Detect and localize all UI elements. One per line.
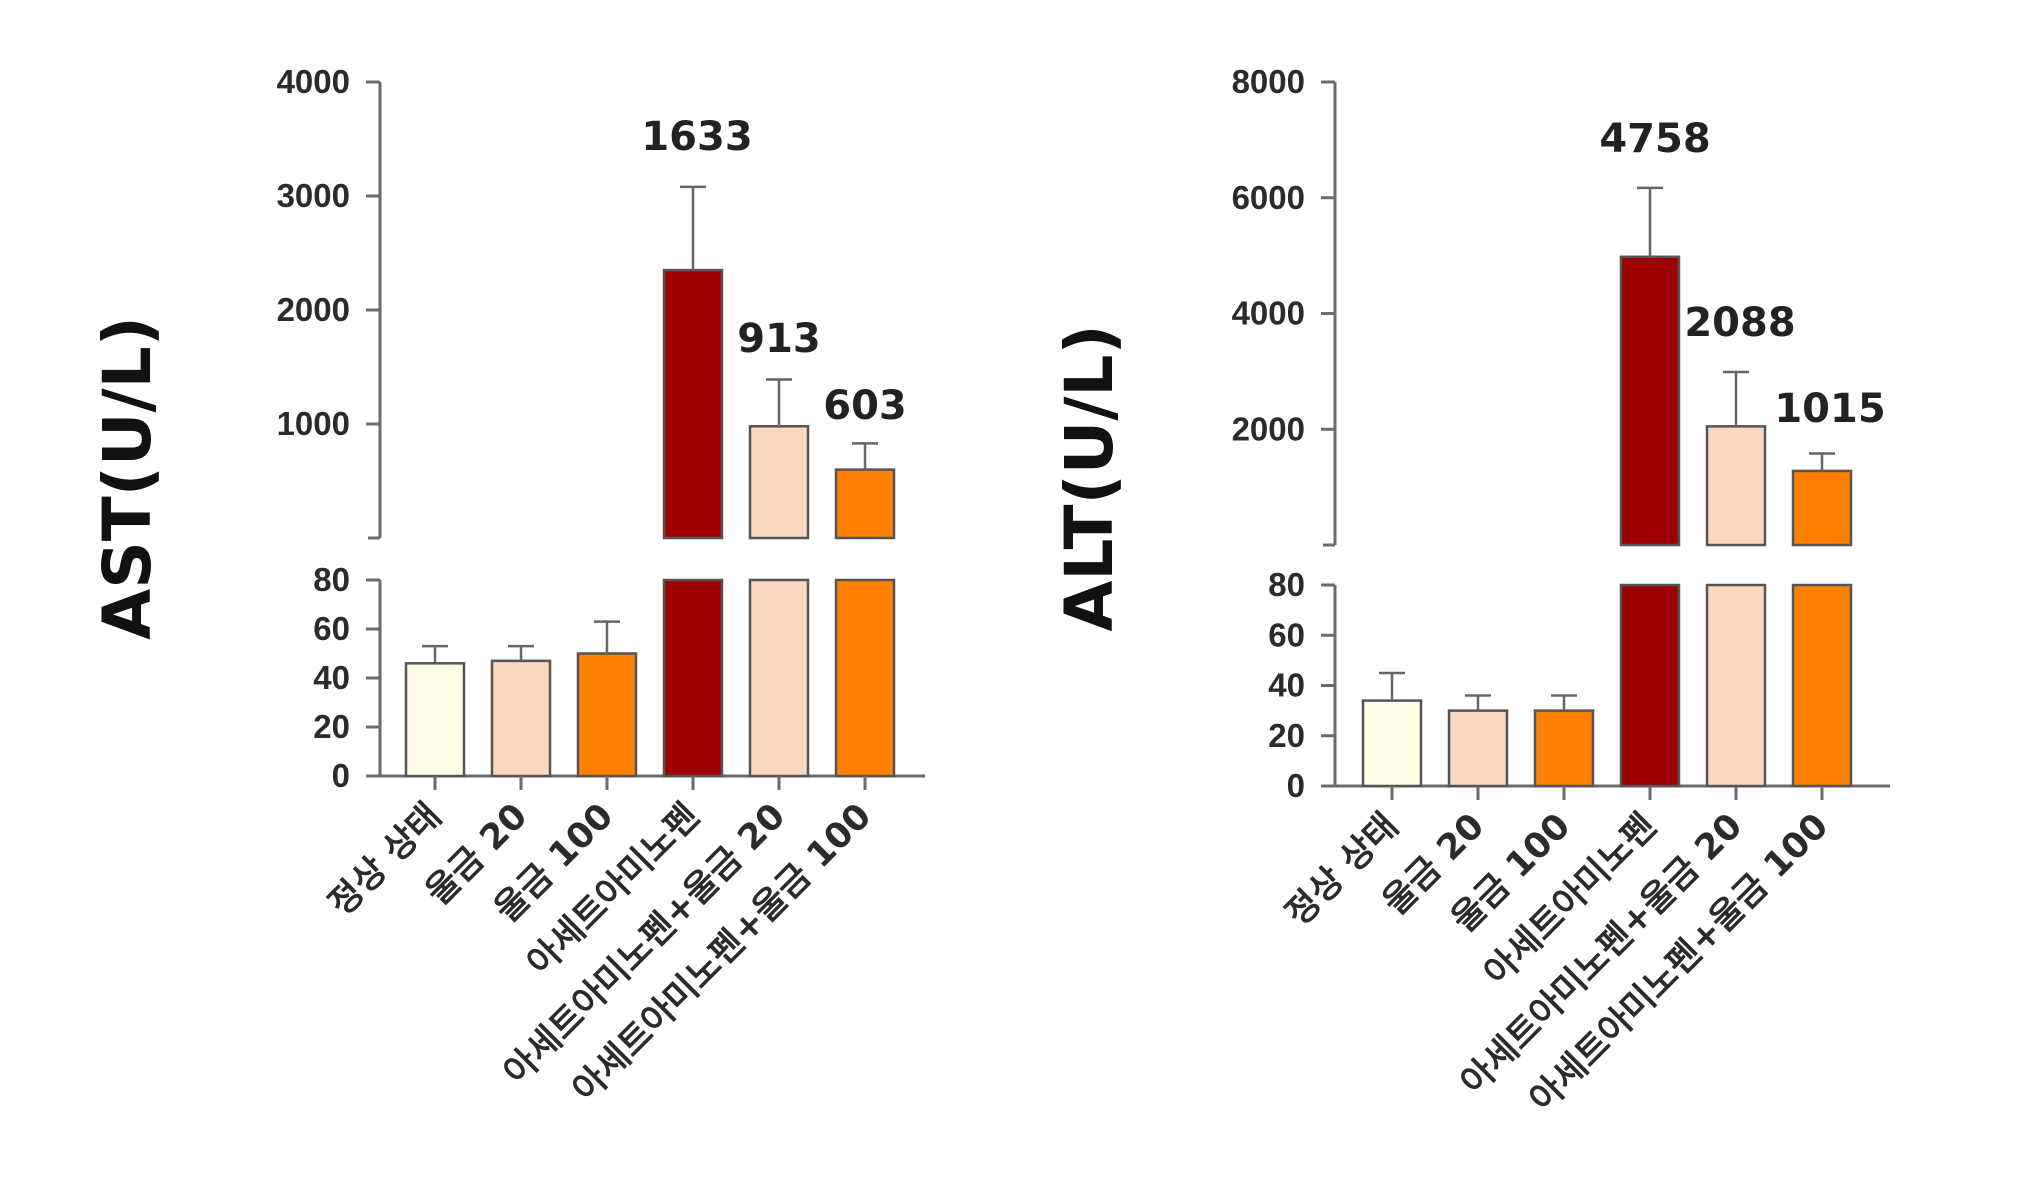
bar-upper-segment (1791, 469, 1853, 547)
bar-upper-segment (834, 468, 896, 540)
category-label: 정상 상태 (321, 796, 449, 924)
bar-upper-segment (1705, 425, 1767, 547)
bar (490, 659, 552, 778)
y-tick-label-lower: 40 (1268, 667, 1305, 704)
data-label: 1633 (641, 114, 752, 160)
bar-upper-segment (662, 268, 724, 540)
bar (404, 662, 466, 778)
y-axis-label: AST(U/L) (89, 316, 166, 640)
data-label: 2088 (1684, 300, 1795, 346)
category-label: 정상 상태 (1278, 806, 1406, 934)
bar-upper-segment (1619, 255, 1681, 547)
y-tick-label-upper: 2000 (1232, 410, 1305, 447)
y-tick-label-upper: 2000 (277, 291, 350, 328)
y-tick-label-lower: 80 (313, 561, 350, 598)
y-tick-label-lower: 20 (313, 708, 350, 745)
y-tick-label-lower: 80 (1268, 566, 1305, 603)
y-tick-label-upper: 8000 (1232, 63, 1305, 100)
bar-lower-segment (748, 578, 810, 778)
y-tick-label-lower: 60 (1268, 616, 1305, 653)
y-tick-label-lower: 20 (1268, 717, 1305, 754)
bar (1533, 709, 1595, 788)
bar-lower-segment (1705, 583, 1767, 788)
y-axis-label: ALT(U/L) (1051, 324, 1128, 631)
bar-lower-segment (1619, 583, 1681, 788)
bar-lower-segment (1791, 583, 1853, 788)
y-tick-label-upper: 4000 (277, 63, 350, 100)
y-tick-label-lower: 0 (332, 757, 350, 794)
y-tick-label-lower: 60 (313, 610, 350, 647)
y-tick-label-upper: 3000 (277, 177, 350, 214)
bar (576, 652, 638, 778)
bar-lower-segment (662, 578, 724, 778)
data-label: 913 (737, 316, 821, 362)
data-label: 4758 (1599, 116, 1710, 162)
y-tick-label-lower: 40 (313, 659, 350, 696)
y-tick-label-lower: 0 (1287, 767, 1305, 804)
data-label: 603 (823, 383, 907, 429)
bar (1447, 709, 1509, 788)
data-label: 1015 (1774, 386, 1885, 432)
bar-upper-segment (748, 425, 810, 540)
y-tick-label-upper: 1000 (277, 405, 350, 442)
y-tick-label-upper: 4000 (1232, 295, 1305, 332)
y-tick-label-upper: 6000 (1232, 179, 1305, 216)
bar (1361, 699, 1423, 788)
bar-lower-segment (834, 578, 896, 778)
